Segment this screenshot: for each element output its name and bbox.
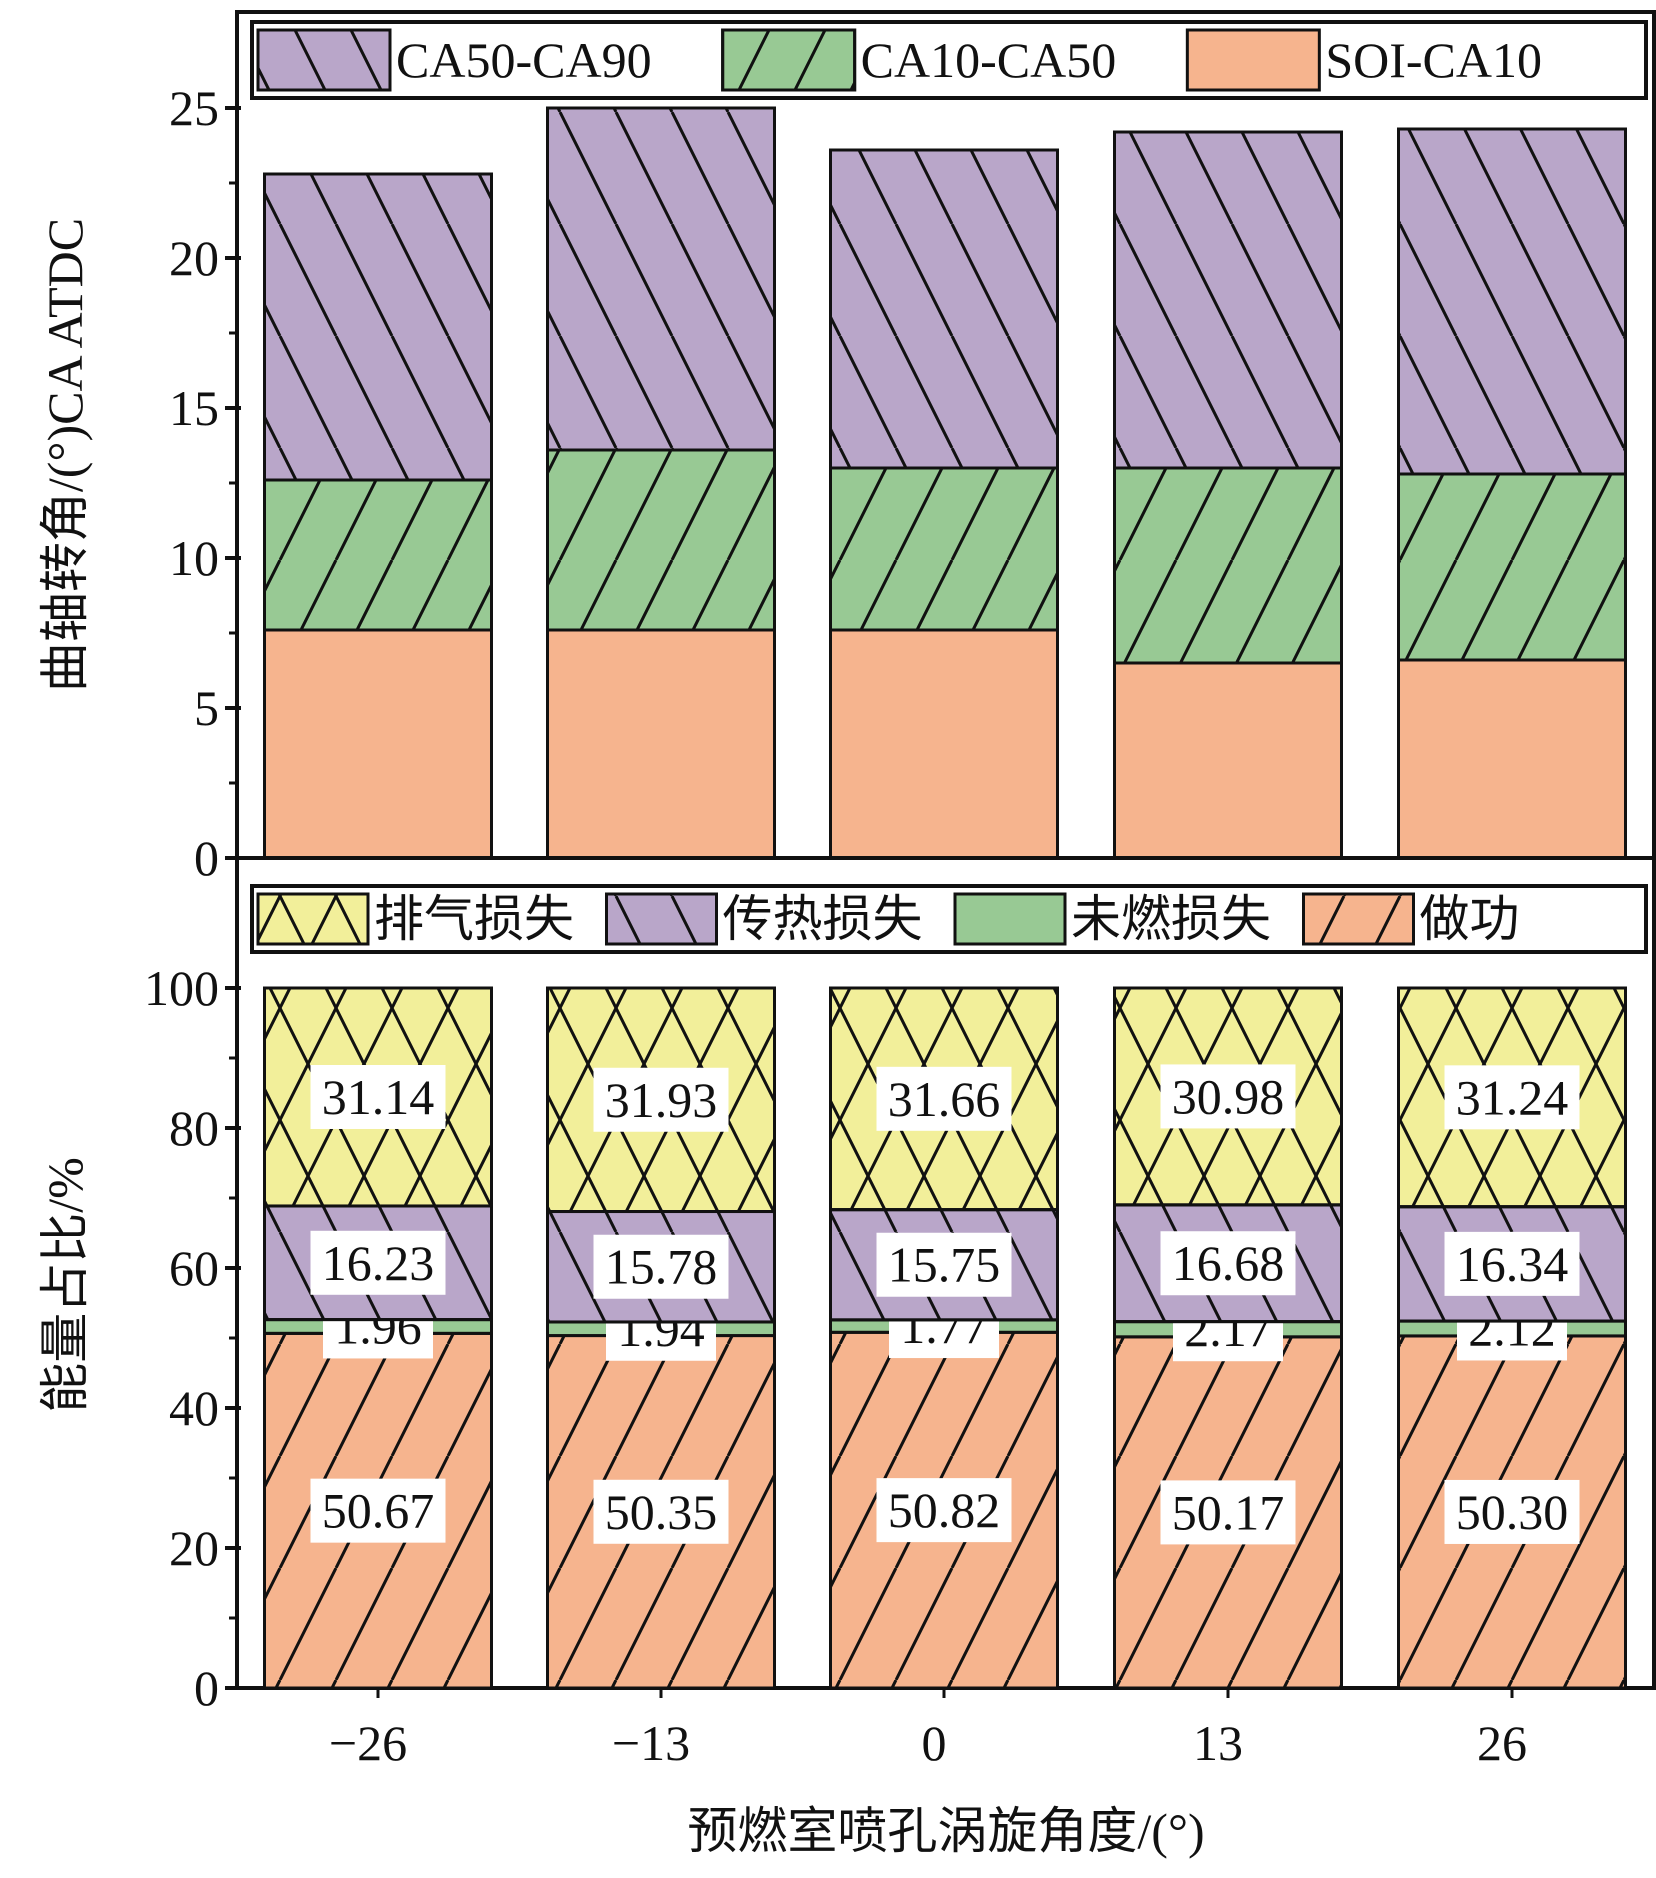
data-label: 16.68 [1172,1235,1285,1291]
legend-swatch-hatch [605,892,718,946]
x-tick-label: −13 [612,1715,690,1771]
data-label: 16.23 [322,1235,435,1291]
bar-segment [546,628,776,860]
data-label-bg [1444,1065,1580,1130]
data-label: 31.24 [1456,1069,1569,1125]
data-label: 31.93 [605,1072,718,1128]
data-label-bg [1160,1480,1296,1545]
legend-swatch-hatch [721,28,857,92]
bar-segment-hatch [1113,466,1343,665]
bar-segment-hatch [546,106,776,452]
bar-segment [829,628,1059,860]
legend-label: SOI-CA10 [1325,32,1542,88]
bar-segment [263,628,493,860]
y-tick-label: 5 [194,680,219,736]
y-tick-label: 25 [169,80,219,136]
legend-label: 未燃损失 [1071,891,1271,947]
y-tick-label: 80 [169,1100,219,1156]
bar-segment-hatch [1113,130,1343,470]
bar-segment [1113,661,1343,860]
data-label: 30.98 [1172,1068,1285,1124]
x-tick-label: −26 [329,1715,407,1771]
data-label-bg [310,1478,446,1543]
data-label-bg [593,1234,729,1299]
x-tick-label: 0 [922,1715,947,1771]
legend-label: CA10-CA50 [861,32,1117,88]
bar-segment-hatch [1397,127,1627,476]
data-label: 31.66 [888,1071,1001,1127]
legend-label: 排气损失 [374,891,574,947]
data-label-bg [593,1479,729,1544]
data-label-bg [876,1478,1012,1543]
legend-label: 传热损失 [723,891,923,947]
legend-swatch [1185,28,1321,92]
bar-segment [1397,658,1627,860]
bar-segment-hatch [829,466,1059,632]
x-axis-label: 预燃室喷孔涡旋角度/(°) [687,1803,1204,1859]
legend-label: CA50-CA90 [396,32,652,88]
data-label-bg [1444,1479,1580,1544]
bar-segment-hatch [546,448,776,632]
data-label: 50.82 [888,1482,1001,1538]
data-label: 15.78 [605,1239,718,1295]
y-tick-label: 15 [169,380,219,436]
data-label: 50.35 [605,1484,718,1540]
bottom-y-axis-label: 能量占比/% [37,1157,93,1413]
legend-swatch-hatch [256,28,392,92]
legend-swatch-hatch [1302,892,1415,946]
data-label-bg [1444,1231,1580,1296]
legend-box [250,20,1648,100]
x-tick-label: 26 [1477,1715,1527,1771]
data-label-bg [1160,1064,1296,1129]
y-tick-label: 10 [169,530,219,586]
top-y-axis-label: 曲轴转角/(°)CA ATDC [37,218,93,692]
data-label: 50.17 [1172,1484,1285,1540]
legend-swatch [953,892,1067,946]
data-label: 15.75 [888,1237,1001,1293]
data-label: 16.34 [1456,1236,1569,1292]
bar-segment-hatch [829,148,1059,470]
y-tick-label: 60 [169,1240,219,1296]
data-label: 50.67 [322,1483,435,1539]
data-label: 50.30 [1456,1484,1569,1540]
legend-swatch-hatch [256,892,370,946]
y-tick-label: 40 [169,1380,219,1436]
data-label-bg [310,1064,446,1129]
data-label-bg [593,1067,729,1132]
bar-segment-hatch [263,478,493,632]
y-tick-label: 20 [169,230,219,286]
data-label-bg [876,1232,1012,1297]
bar-segment-hatch [1397,472,1627,662]
y-tick-label: 0 [194,830,219,886]
y-tick-label: 0 [194,1660,219,1716]
x-tick-label: 13 [1193,1715,1243,1771]
legend-label: 做功 [1420,891,1520,947]
bar-segment-hatch [263,172,493,482]
data-label-bg [876,1066,1012,1131]
y-tick-label: 20 [169,1520,219,1576]
data-label-bg [1160,1231,1296,1296]
data-label-bg [310,1230,446,1295]
data-label: 31.14 [322,1069,435,1125]
y-tick-label: 100 [144,960,219,1016]
